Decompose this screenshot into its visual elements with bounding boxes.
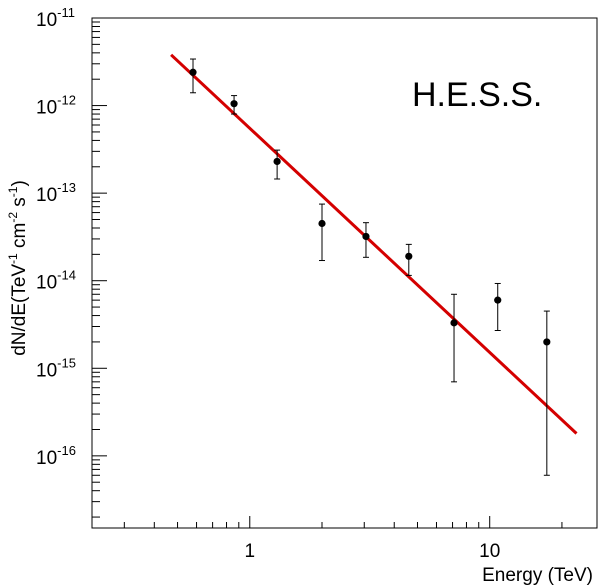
data-point	[273, 149, 281, 180]
x-tick-label: 10	[479, 541, 500, 562]
fit-line-group	[170, 53, 578, 435]
y-axis-title: dN/dE(TeV-1 cm-2 s-1)	[6, 180, 30, 356]
data-point	[189, 58, 197, 94]
y-tick-label: 10-14	[36, 268, 76, 294]
y-tick-label: 10-15	[36, 355, 76, 381]
x-tick-label: 1	[244, 541, 255, 562]
fit-line	[170, 53, 578, 435]
y-axis-ticks: 10-11 10-12 10-13 10-14 10-15 10-16	[36, 5, 107, 518]
point-marker	[362, 232, 370, 241]
data-point	[362, 222, 370, 258]
data-points-group	[189, 58, 551, 476]
plot-frame	[91, 17, 598, 529]
point-marker	[543, 338, 551, 346]
y-tick-label: 10-12	[36, 93, 76, 119]
point-marker	[405, 252, 413, 260]
y-tick-label: 10-13	[36, 180, 76, 206]
y-tick-label: 10-11	[36, 5, 75, 31]
point-marker	[318, 219, 326, 228]
x-axis-ticks: 1 10	[123, 516, 563, 562]
point-marker	[273, 157, 281, 166]
point-marker	[450, 319, 458, 327]
annotation-label: H.E.S.S.	[412, 76, 542, 114]
point-marker	[230, 100, 238, 108]
data-point	[230, 95, 238, 115]
data-point	[450, 293, 458, 383]
x-axis-title: Energy (TeV)	[482, 565, 593, 586]
data-point	[318, 203, 326, 262]
point-marker	[494, 296, 502, 304]
y-tick-label: 10-16	[36, 443, 76, 469]
point-marker	[189, 68, 197, 76]
data-point	[543, 310, 551, 476]
data-point	[494, 282, 502, 332]
data-point	[405, 243, 413, 276]
